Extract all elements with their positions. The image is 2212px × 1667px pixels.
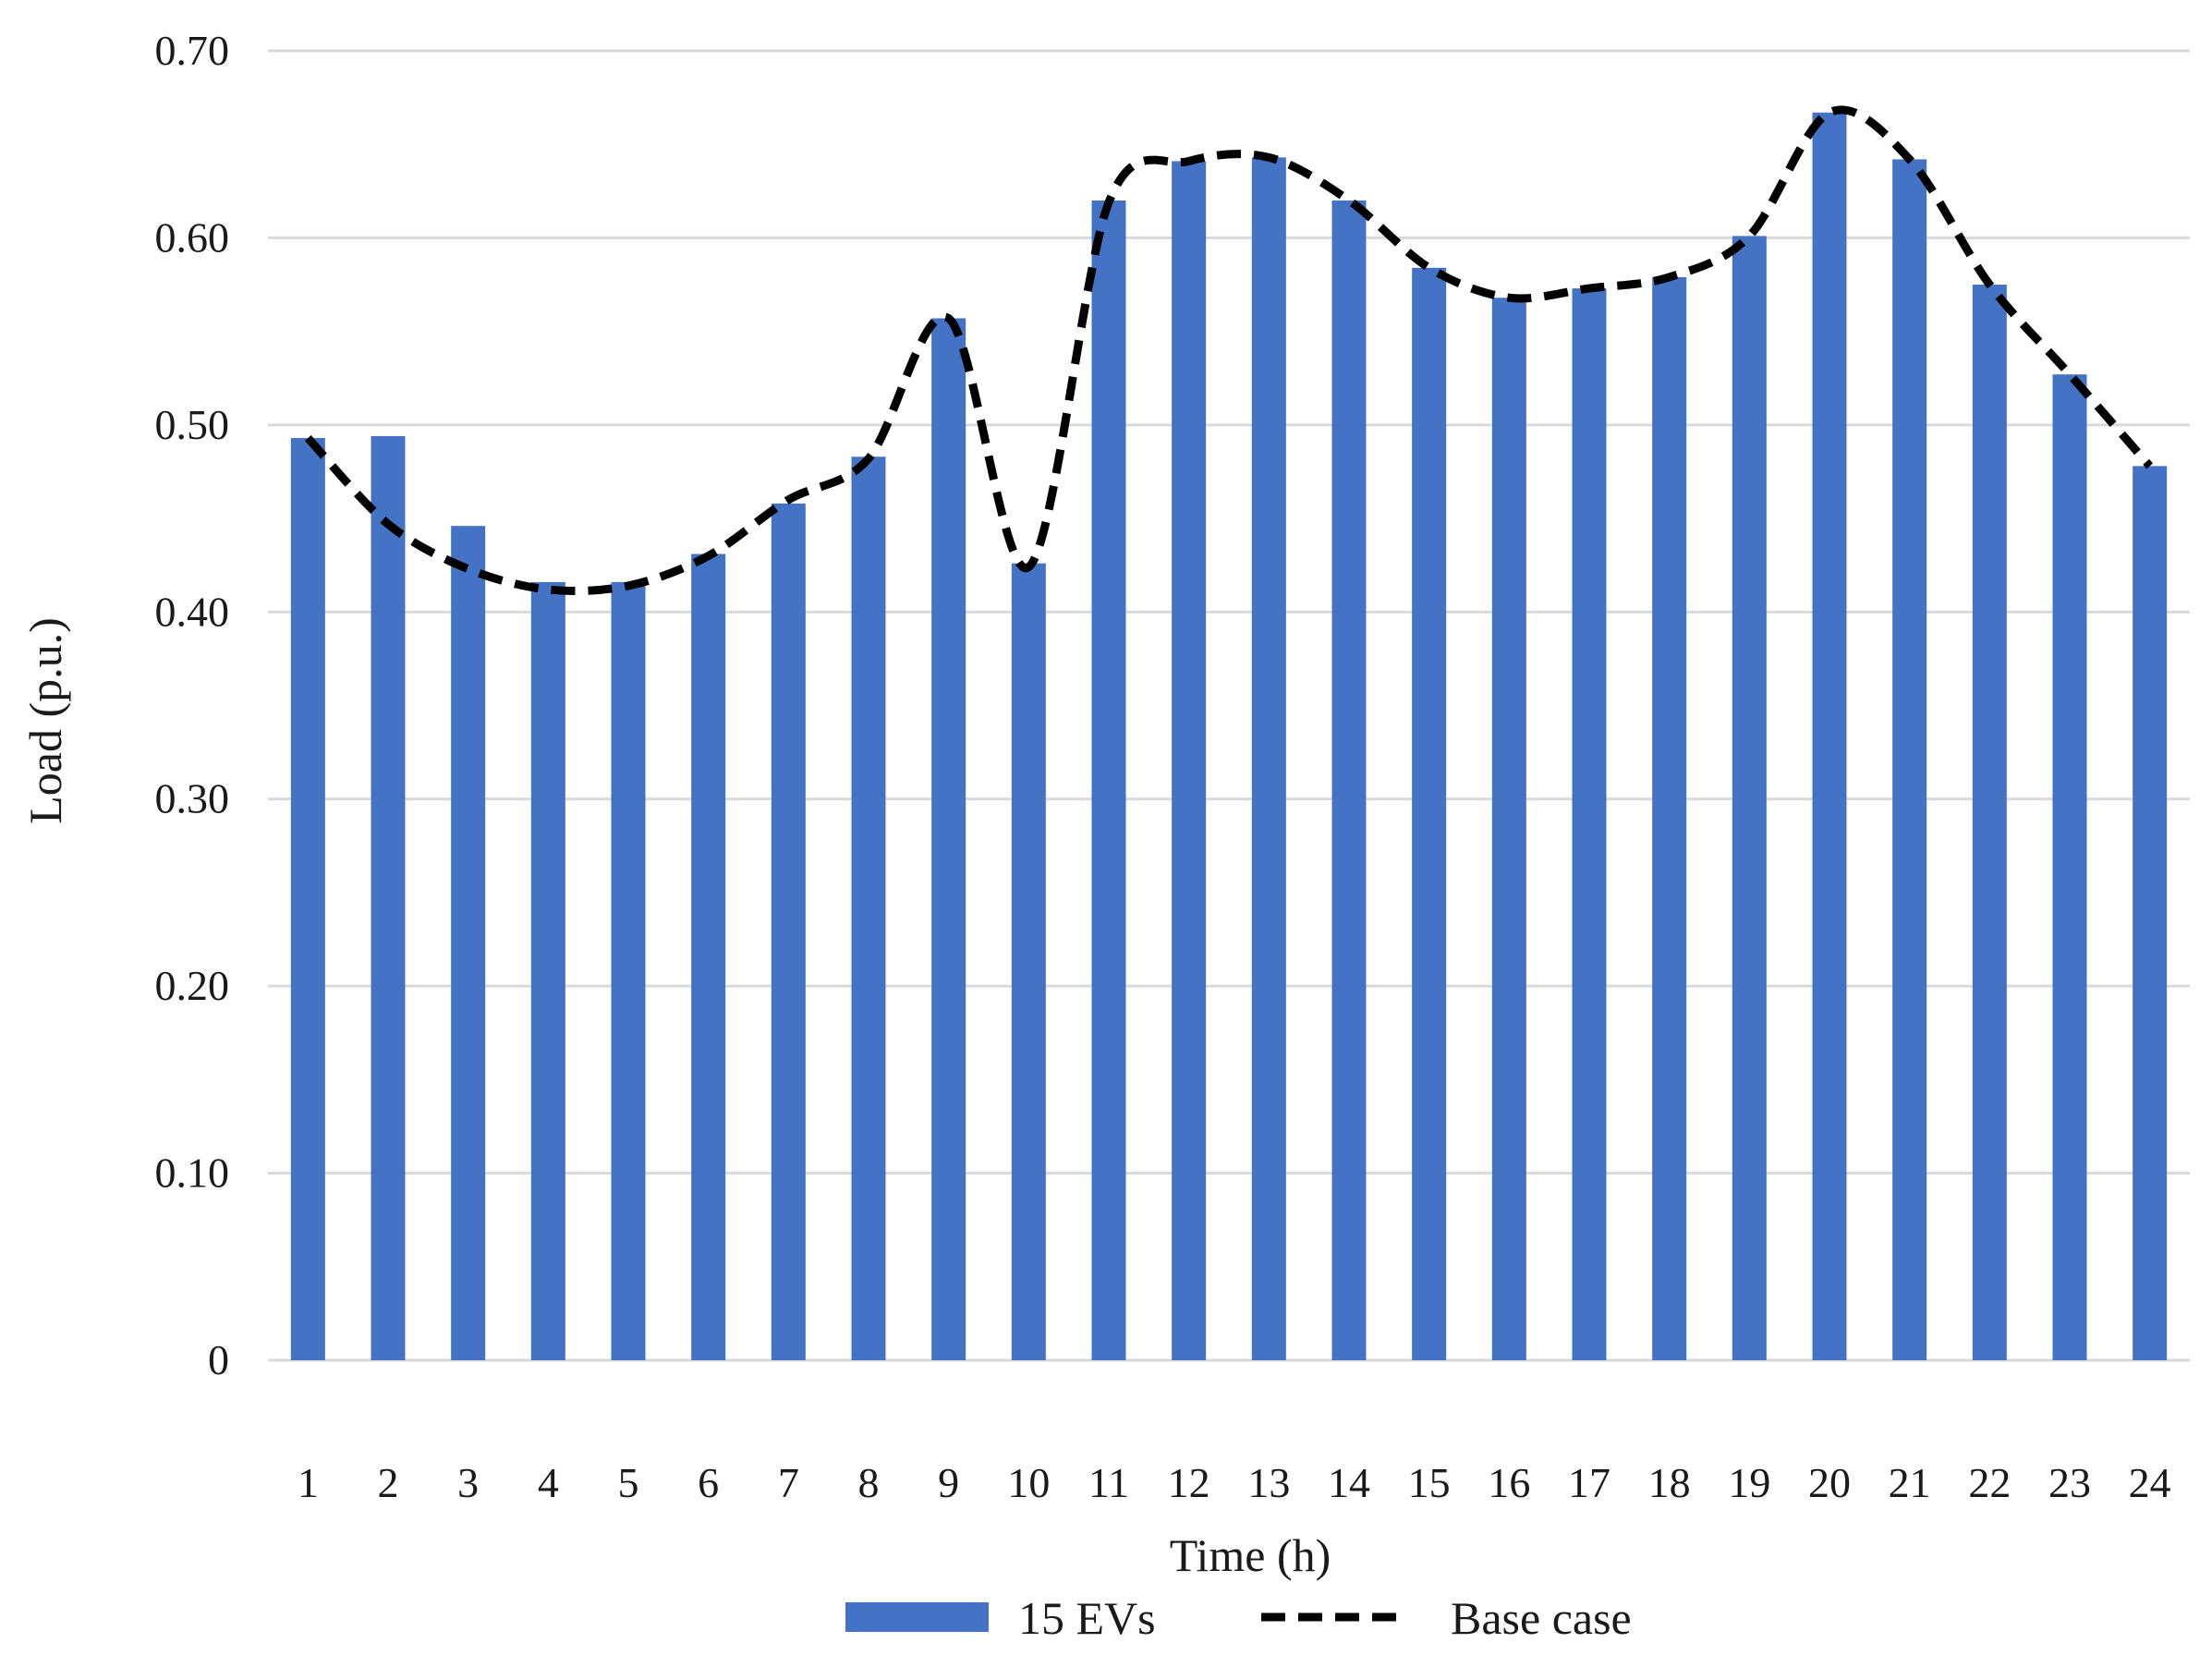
bar-19 — [1732, 236, 1767, 1360]
bar-22 — [1972, 285, 2007, 1361]
x-tick-label-16: 16 — [1488, 1459, 1530, 1506]
bar-6 — [691, 554, 726, 1360]
bar-12 — [1172, 161, 1207, 1360]
bar-8 — [851, 456, 886, 1360]
y-tick-label-3: 0.30 — [155, 775, 230, 822]
x-tick-label-17: 17 — [1568, 1459, 1610, 1506]
bar-9 — [931, 318, 966, 1360]
x-tick-label-10: 10 — [1007, 1459, 1050, 1506]
y-tick-labels: 0 0.10 0.20 0.30 0.40 0.50 0.60 0.70 — [155, 27, 230, 1383]
x-tick-label-1: 1 — [298, 1459, 319, 1506]
gridlines — [268, 49, 2190, 1362]
x-tick-label-24: 24 — [2129, 1459, 2171, 1506]
x-tick-label-23: 23 — [2048, 1459, 2091, 1506]
x-tick-labels: 1 2 3 4 5 6 7 8 9 10 11 12 13 14 15 16 17 18 19 20 21 22 23 24 — [298, 1459, 2171, 1506]
x-tick-label-19: 19 — [1728, 1459, 1770, 1506]
x-tick-label-12: 12 — [1168, 1459, 1210, 1506]
y-tick-label-7: 0.70 — [155, 27, 230, 74]
y-tick-label-2: 0.20 — [155, 962, 230, 1009]
bar-2 — [371, 436, 406, 1360]
bar-13 — [1251, 157, 1286, 1361]
bar-10 — [1011, 563, 1046, 1360]
x-tick-label-9: 9 — [938, 1459, 959, 1506]
x-tick-label-7: 7 — [778, 1459, 799, 1506]
x-tick-label-21: 21 — [1889, 1459, 1931, 1506]
legend-label-15-evs: 15 EVs — [1018, 1592, 1156, 1644]
bar-5 — [611, 581, 646, 1360]
bar-4 — [530, 581, 565, 1360]
bar-18 — [1652, 276, 1687, 1360]
x-tick-label-14: 14 — [1328, 1459, 1370, 1506]
x-tick-label-6: 6 — [698, 1459, 719, 1506]
bar-7 — [771, 503, 806, 1360]
y-tick-label-0: 0 — [208, 1336, 229, 1383]
bar-23 — [2052, 374, 2087, 1360]
x-tick-label-22: 22 — [1968, 1459, 2011, 1506]
legend: 15 EVs Base case — [845, 1592, 1632, 1644]
x-tick-label-13: 13 — [1247, 1459, 1290, 1506]
bar-1 — [290, 438, 325, 1361]
x-tick-label-4: 4 — [538, 1459, 559, 1506]
bar-15 — [1412, 267, 1447, 1360]
x-tick-label-5: 5 — [618, 1459, 639, 1506]
bar-20 — [1812, 112, 1847, 1361]
legend-swatch-15-evs — [845, 1602, 989, 1632]
bar-16 — [1491, 298, 1526, 1361]
y-tick-label-6: 0.60 — [155, 213, 230, 261]
base-case-line — [305, 105, 2154, 596]
bar-21 — [1892, 159, 1927, 1360]
x-axis-title: Time (h) — [1170, 1529, 1331, 1581]
bar-3 — [451, 526, 486, 1360]
bar-series — [290, 112, 2168, 1361]
bar-14 — [1331, 200, 1367, 1360]
y-tick-label-4: 0.40 — [155, 588, 230, 635]
x-tick-label-18: 18 — [1648, 1459, 1691, 1506]
bar-17 — [1572, 288, 1607, 1361]
bar-11 — [1091, 200, 1126, 1360]
x-tick-label-8: 8 — [858, 1459, 880, 1506]
y-axis-title: Load (p.u.) — [19, 617, 71, 824]
line-series — [305, 105, 2154, 596]
x-tick-label-3: 3 — [457, 1459, 479, 1506]
y-tick-label-1: 0.10 — [155, 1150, 230, 1197]
x-tick-label-20: 20 — [1808, 1459, 1851, 1506]
x-tick-label-15: 15 — [1408, 1459, 1451, 1506]
x-tick-label-2: 2 — [378, 1459, 399, 1506]
bar-24 — [2133, 466, 2168, 1360]
y-tick-label-5: 0.50 — [155, 401, 230, 448]
legend-label-base-case: Base case — [1451, 1592, 1632, 1644]
x-tick-label-11: 11 — [1088, 1459, 1129, 1506]
